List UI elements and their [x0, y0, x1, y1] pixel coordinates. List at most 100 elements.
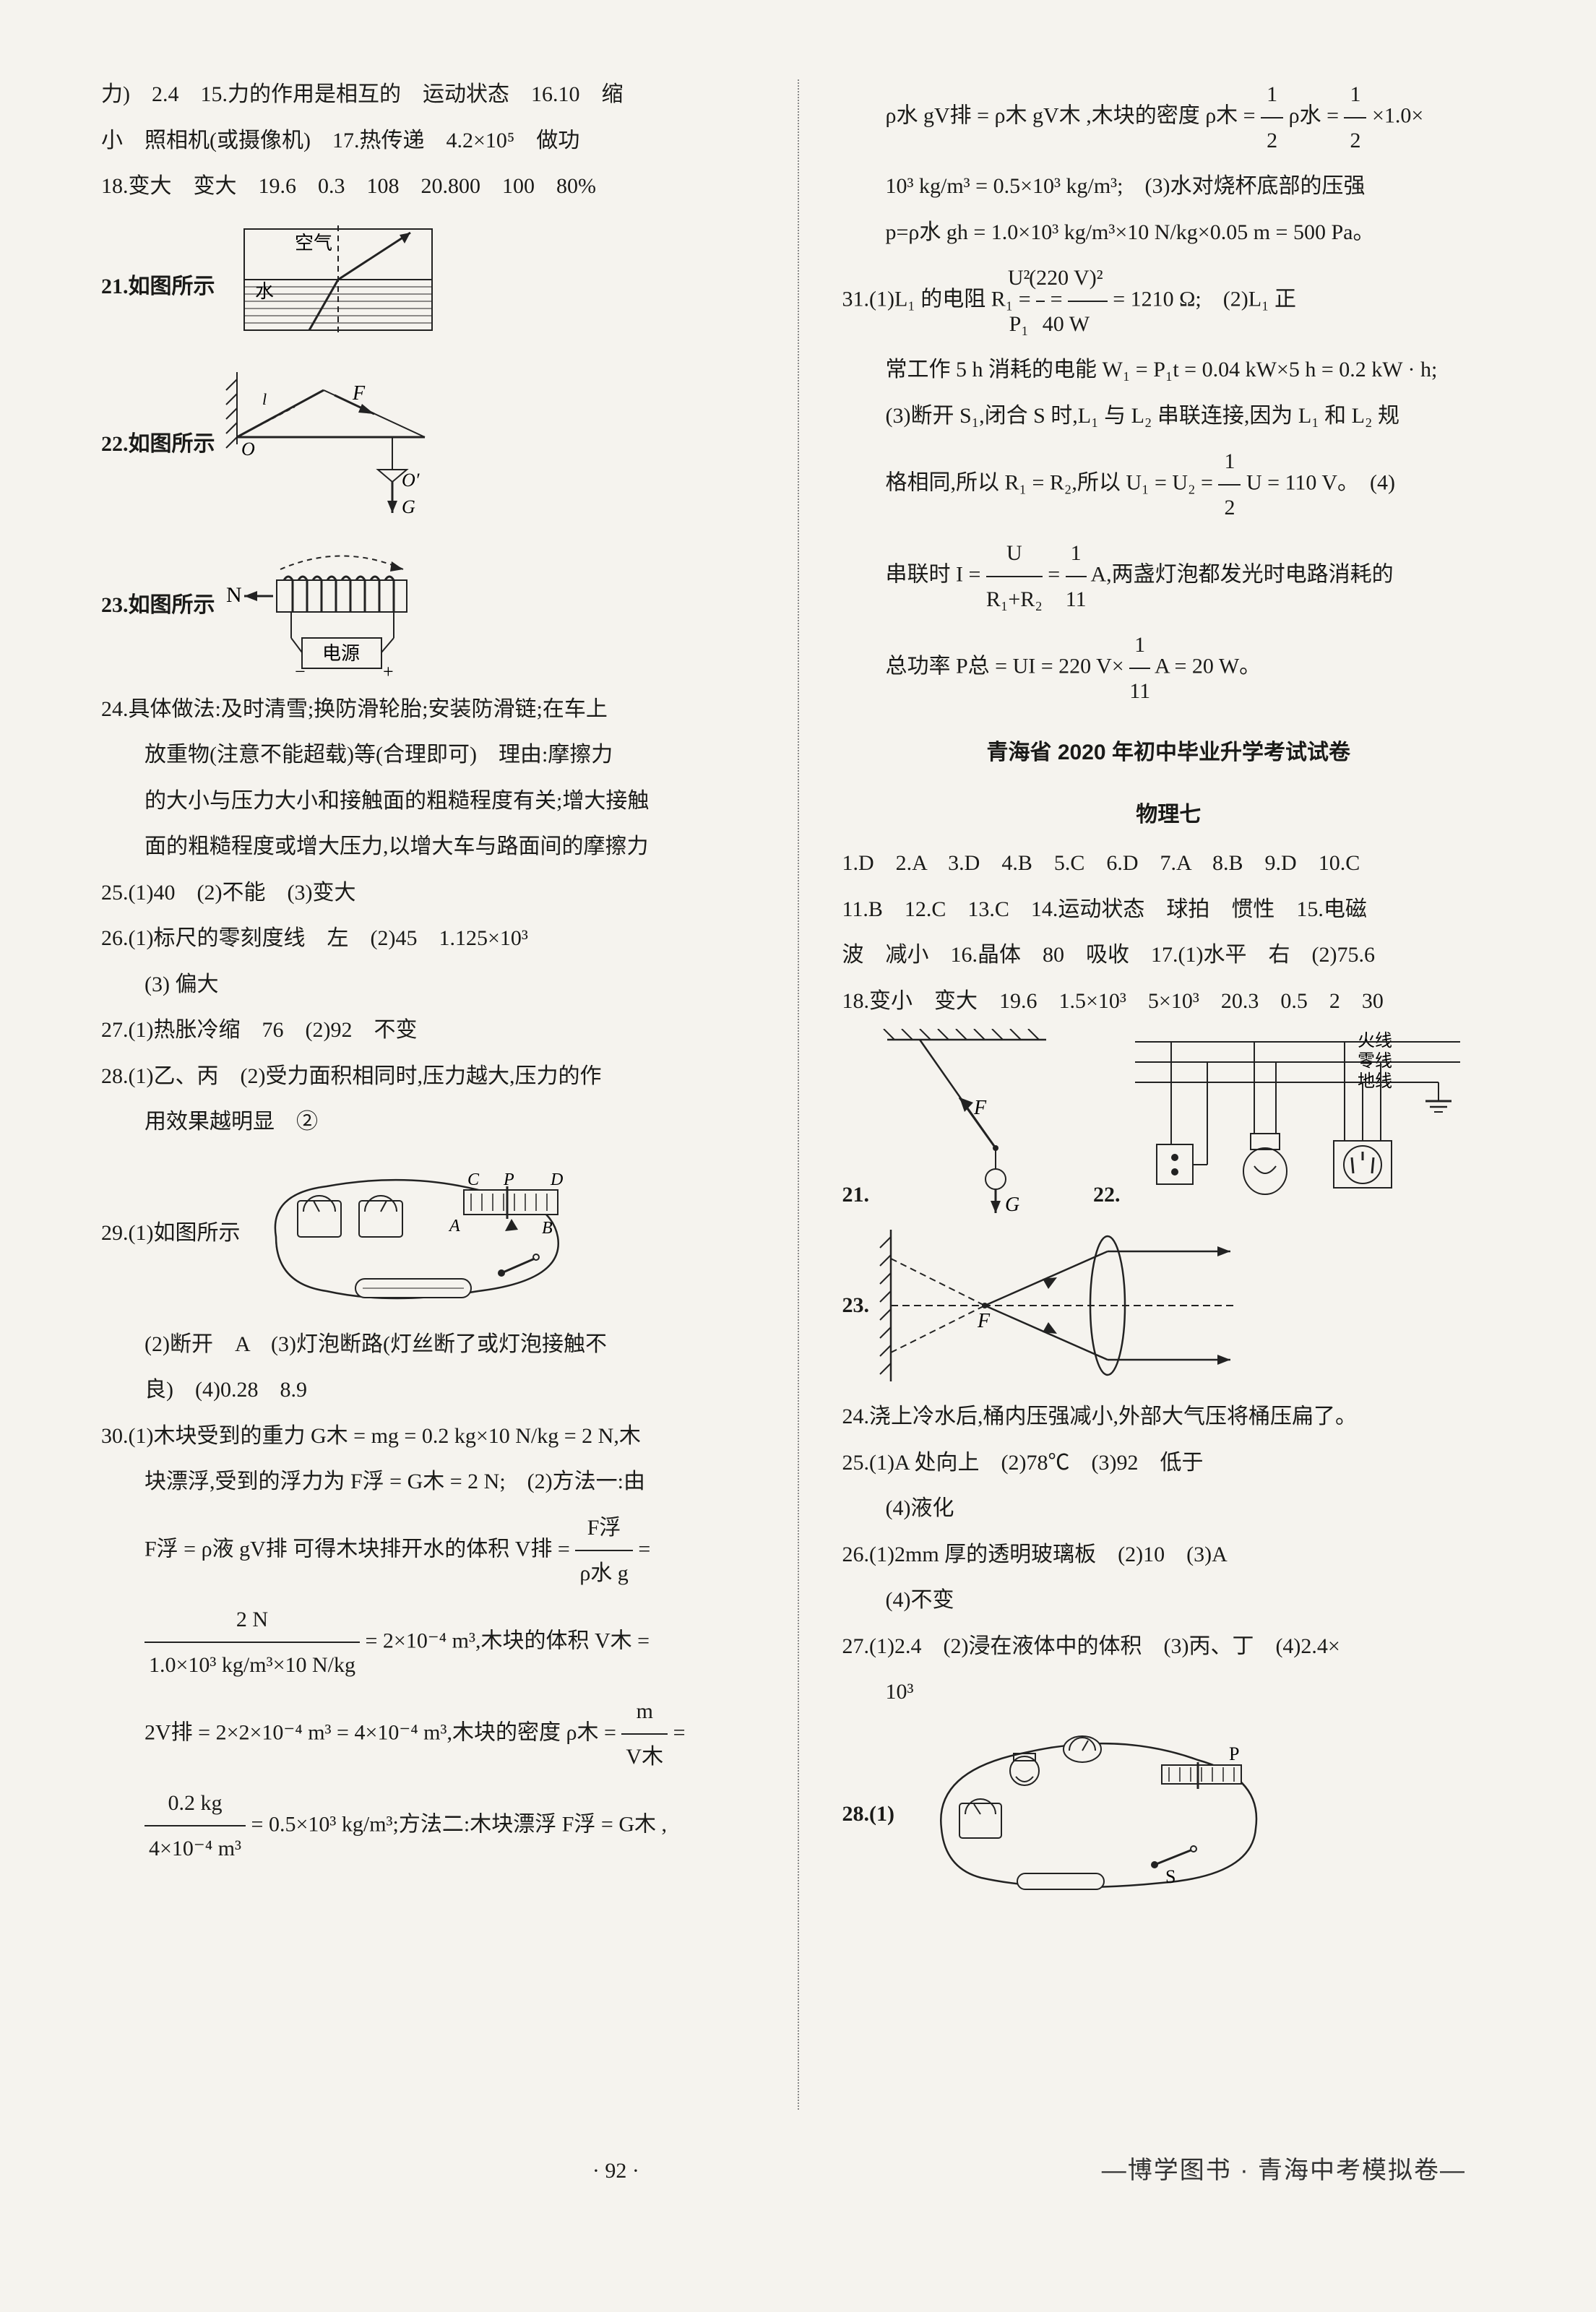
figure-29-circuit: C P D A B	[247, 1150, 594, 1316]
figure-r23-row: 23. F	[842, 1222, 1496, 1389]
figure-r23-lens: F	[876, 1222, 1252, 1389]
figure-23-solenoid: N	[223, 530, 454, 681]
text-line: 放重物(注意不能超载)等(合理即可) 理由:摩擦力	[101, 733, 754, 777]
label-F: F	[973, 1097, 987, 1119]
fraction: (220 V)² 40 W	[1068, 256, 1108, 346]
frac-bot: 11	[1066, 577, 1087, 622]
text-line: 用效果越明显 ②	[101, 1100, 754, 1144]
label-live: 火线	[1358, 1031, 1392, 1051]
text-line: (3)断开 S₁,闭合 S 时,L₁ 与 L₂ 串联连接,因为 L₁ 和 L₂ …	[842, 394, 1496, 439]
text-part: 总功率 P总 = UI = 220 V×	[886, 654, 1124, 678]
label-minus: −	[295, 661, 306, 681]
text-line: 力) 2.4 15.力的作用是相互的 运动状态 16.10 缩	[101, 72, 754, 117]
text-line: 25.(1)40 (2)不能 (3)变大	[101, 871, 754, 915]
figure-22-row: 22.如图所示 F O	[101, 365, 754, 524]
text-line: 串联时 I = U R₁+R₂ = 1 11 A,两盏灯泡都发光时电路消耗的	[842, 531, 1496, 621]
text-line: 24.具体做法:及时清雪;换防滑轮胎;安装防滑链;在车上	[101, 687, 754, 732]
frac-top: 0.2 kg	[144, 1781, 246, 1827]
frac-bot: ρ水 g	[575, 1551, 632, 1596]
text-line: 27.(1)2.4 (2)浸在液体中的体积 (3)丙、丁 (4)2.4×	[842, 1624, 1496, 1669]
text-part: =	[673, 1720, 686, 1744]
text-part: =	[638, 1537, 650, 1561]
text-line: 10³	[842, 1670, 1496, 1714]
text-part: = 1210 Ω; (2)L₁ 正	[1113, 287, 1296, 311]
text-line: 10³ kg/m³ = 0.5×10³ kg/m³; (3)水对烧杯底部的压强	[842, 164, 1496, 209]
label-S: S	[1165, 1866, 1176, 1887]
fraction: U R₁+R₂	[986, 531, 1043, 621]
right-column: ρ水 gV排 = ρ木 gV木 ,木块的密度 ρ木 = 1 2 ρ水 = 1 2…	[842, 72, 1496, 2110]
frac-top: m	[621, 1689, 668, 1735]
text-line: 26.(1)2mm 厚的透明玻璃板 (2)10 (3)A	[842, 1532, 1496, 1577]
frac-top: 1	[1344, 72, 1366, 118]
figure-r22-circuit: 火线 零线 地线	[1128, 1029, 1467, 1217]
figure-22-lever: F O O′ G l	[223, 365, 483, 524]
q-r23-label: 23.	[842, 1283, 870, 1328]
figure-21-refraction: 空气 水	[223, 215, 461, 359]
text-line: 格相同,所以 R₁ = R₂,所以 U₁ = U₂ = 1 2 U = 110 …	[842, 439, 1496, 530]
frac-top: 1	[1066, 531, 1087, 577]
frac-bot: 1.0×10³ kg/m³×10 N/kg	[144, 1643, 360, 1688]
label-A: A	[448, 1217, 460, 1235]
text-line: 11.B 12.C 13.C 14.运动状态 球拍 惯性 15.电磁	[842, 887, 1496, 932]
fraction: 1 2	[1261, 72, 1283, 163]
fraction: F浮 ρ水 g	[575, 1506, 632, 1596]
frac-bot: 2	[1261, 118, 1283, 163]
label-neutral: 零线	[1358, 1051, 1392, 1071]
frac-top: U	[986, 531, 1043, 577]
page-number: · 92 ·	[592, 2149, 639, 2194]
exam-title-1: 青海省 2020 年初中毕业升学考试试卷	[842, 730, 1496, 775]
label-Oprime: O′	[402, 470, 420, 491]
frac-bot: 40 W	[1068, 302, 1108, 347]
figure-21-row: 21.如图所示 空气 水	[101, 215, 754, 359]
text-part: ρ水 =	[1289, 103, 1345, 127]
text-part: =	[1048, 562, 1065, 586]
q22-label: 22.如图所示	[101, 422, 215, 467]
text-line: 2V排 = 2×2×10⁻⁴ m³ = 4×10⁻⁴ m³,木块的密度 ρ木 =…	[101, 1689, 754, 1780]
text-line: 25.(1)A 处向上 (2)78℃ (3)92 低于	[842, 1441, 1496, 1485]
frac-bot: V木	[621, 1735, 668, 1780]
text-line: 的大小与压力大小和接触面的粗糙程度有关;增大接触	[101, 779, 754, 824]
exam-title-2: 物理七	[842, 793, 1496, 837]
text-line: 31.(1)L₁ 的电阻 R₁ = U² P₁ = (220 V)² 40 W …	[842, 256, 1496, 346]
frac-bot: 4×10⁻⁴ m³	[144, 1826, 246, 1871]
label-P: P	[503, 1170, 514, 1189]
text-line: 面的粗糙程度或增大压力,以增大车与路面间的摩擦力	[101, 824, 754, 869]
figure-23-row: 23.如图所示 N	[101, 530, 754, 681]
label-G: G	[402, 496, 415, 517]
figure-r28-circuit: P S	[902, 1720, 1285, 1908]
text-part: 格相同,所以 R₁ = R₂,所以 U₁ = U₂ =	[886, 470, 1219, 494]
fraction: 0.2 kg 4×10⁻⁴ m³	[144, 1781, 246, 1871]
figure-r21: F G	[876, 1029, 1086, 1217]
text-line: 30.(1)木块受到的重力 G木 = mg = 0.2 kg×10 N/kg =…	[101, 1414, 754, 1459]
label-water: 水	[255, 281, 274, 302]
q29-label: 29.(1)如图所示	[101, 1211, 240, 1256]
text-line: 块漂浮,受到的浮力为 F浮 = G木 = 2 N; (2)方法一:由	[101, 1459, 754, 1504]
text-line: 总功率 P总 = UI = 220 V× 1 11 A = 20 W。	[842, 623, 1496, 713]
label-plus: +	[383, 661, 394, 681]
text-line: ρ水 gV排 = ρ木 gV木 ,木块的密度 ρ木 = 1 2 ρ水 = 1 2…	[842, 72, 1496, 163]
q-r21-label: 21.	[842, 1173, 870, 1217]
text-line: 24.浇上冷水后,桶内压强减小,外部大气压将桶压扁了。	[842, 1394, 1496, 1439]
page-footer: · 92 · —博学图书 · 青海中考模拟卷—	[101, 2146, 1495, 2196]
text-part: ×1.0×	[1372, 103, 1423, 127]
text-line: 良) (4)0.28 8.9	[101, 1368, 754, 1412]
fraction: m V木	[621, 1689, 668, 1780]
text-part: A,两盏灯泡都发光时电路消耗的	[1090, 562, 1393, 586]
q-r28-label: 28.(1)	[842, 1792, 894, 1837]
figure-29-row: 29.(1)如图所示	[101, 1150, 754, 1316]
fraction: 1 2	[1218, 439, 1241, 530]
frac-bot: 2	[1218, 486, 1241, 530]
figure-r28-row: 28.(1)	[842, 1720, 1496, 1908]
label-G: G	[1005, 1194, 1019, 1216]
label-F: F	[977, 1310, 991, 1332]
q-r22-label: 22.	[1093, 1173, 1121, 1217]
text-part: 31.(1)L₁ 的电阻 R₁ =	[842, 287, 1037, 311]
label-power: 电源	[322, 643, 360, 664]
text-line: (3) 偏大	[101, 962, 754, 1007]
text-part: = 2×10⁻⁴ m³,木块的体积 V木 =	[366, 1629, 650, 1652]
left-column: 力) 2.4 15.力的作用是相互的 运动状态 16.10 缩 小 照相机(或摄…	[101, 72, 754, 2110]
column-divider	[798, 79, 799, 2110]
text-line: 26.(1)标尺的零刻度线 左 (2)45 1.125×10³	[101, 916, 754, 961]
frac-top: F浮	[575, 1506, 632, 1552]
page-columns: 力) 2.4 15.力的作用是相互的 运动状态 16.10 缩 小 照相机(或摄…	[101, 72, 1495, 2110]
